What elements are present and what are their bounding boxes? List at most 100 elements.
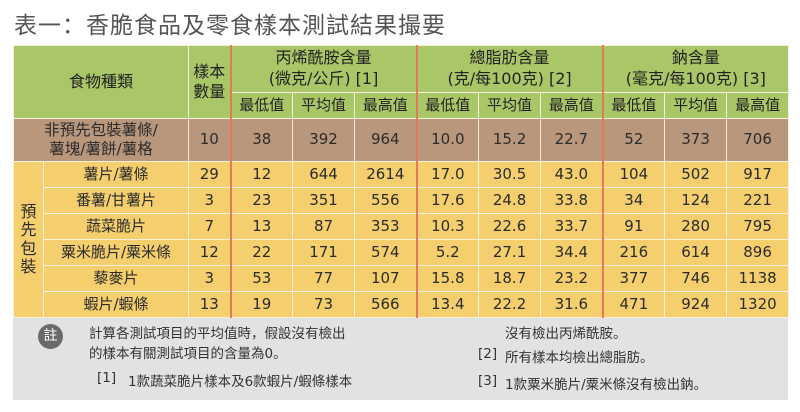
cell: 19 (229, 291, 294, 318)
cell: 353 (354, 213, 418, 240)
row-label: 非預先包裝薯條/薯塊/薯餅/薯格 (12, 118, 190, 162)
prepacked-side-label: 預先包裝 (13, 161, 44, 318)
cell: 18.7 (478, 265, 542, 292)
cell: 556 (354, 187, 418, 214)
cell: 13.4 (415, 291, 480, 318)
note-icon: 註 (38, 324, 63, 349)
cell: 30.5 (478, 161, 542, 188)
cell: 614 (664, 239, 728, 266)
cell: 471 (601, 291, 666, 318)
cell: 221 (726, 187, 790, 214)
header-row-1: 食物種類 樣本 數量 丙烯酰胺含量 (微克/公斤) [1] 總脂肪含量 (克/每100… (12, 45, 790, 119)
cell: 38 (229, 118, 294, 162)
cell: 10.3 (415, 213, 480, 240)
cell: 12 (188, 239, 232, 266)
note-3-text: 1款粟米脆片/粟米條沒有檢出鈉。 (505, 377, 708, 393)
cell: 31.6 (540, 291, 604, 318)
cell: 377 (601, 265, 666, 292)
cell: 27.1 (478, 239, 542, 266)
notes-panel: 註 計算各測試項目的平均值時，假設沒有檢出 的樣本有關測試項目的含量為0。 [1… (13, 318, 788, 400)
cell: 22.7 (540, 118, 604, 162)
cell: 17.0 (415, 161, 480, 188)
cell: 924 (664, 291, 728, 318)
cell: 171 (292, 239, 356, 266)
sub-min: 最低值 (601, 92, 666, 119)
sub-avg: 平均值 (292, 92, 356, 119)
table-row: 藜麥片 3 53 77 107 15.8 18.7 23.2 377 746 1… (14, 265, 790, 292)
note-main-line1: 計算各測試項目的平均值時，假設沒有檢出 (89, 326, 346, 342)
row-label: 蝦片/蝦條 (42, 291, 190, 318)
row-label: 薯片/薯條 (42, 161, 190, 188)
sub-min: 最低值 (415, 92, 480, 119)
cell: 2614 (354, 161, 418, 188)
cell: 33.7 (540, 213, 604, 240)
cell: 392 (292, 118, 356, 162)
cell: 5.2 (415, 239, 480, 266)
cell: 10 (188, 118, 232, 162)
cell: 373 (664, 118, 728, 162)
cell: 22.6 (478, 213, 542, 240)
cell: 3 (188, 187, 232, 214)
note-3-mark: [3] (478, 373, 498, 389)
cell: 23.2 (540, 265, 604, 292)
cell: 1320 (726, 291, 790, 318)
cell: 1138 (726, 265, 790, 292)
cell: 644 (292, 161, 356, 188)
note-main-line2: 的樣本有關測試項目的含量為0。 (89, 346, 287, 362)
results-table: 食物種類 樣本 數量 丙烯酰胺含量 (微克/公斤) [1] 總脂肪含量 (克/每100… (12, 45, 790, 318)
cell: 22 (229, 239, 294, 266)
table-row: 蔬菜脆片 7 13 87 353 10.3 22.6 33.7 91 280 7… (14, 213, 790, 240)
cell: 502 (664, 161, 728, 188)
cell: 351 (292, 187, 356, 214)
table-row: 預先包裝 薯片/薯條 29 12 644 2614 17.0 30.5 43.0… (13, 161, 790, 318)
cell: 13 (229, 213, 294, 240)
cell: 13 (188, 291, 232, 318)
note-1-line2: 沒有檢出丙烯酰胺。 (505, 326, 627, 342)
cell: 107 (354, 265, 418, 292)
group-header-acrylamide: 丙烯酰胺含量 (微克/公斤) [1] (229, 45, 418, 93)
cell: 7 (188, 213, 232, 240)
cell: 91 (601, 213, 666, 240)
cell: 34 (601, 187, 666, 214)
cell: 43.0 (540, 161, 604, 188)
cell: 87 (292, 213, 356, 240)
table-row: 粟米脆片/粟米條 12 22 171 574 5.2 27.1 34.4 216… (14, 239, 790, 266)
group-header-sodium: 鈉含量 (毫克/每100克) [3] (601, 45, 790, 93)
sub-max: 最高值 (354, 92, 418, 119)
col-header-count: 樣本 數量 (188, 45, 232, 119)
cell: 23 (229, 187, 294, 214)
cell: 706 (726, 118, 790, 162)
table-row-non-prepacked: 非預先包裝薯條/薯塊/薯餅/薯格 10 38 392 964 10.0 15.2… (12, 118, 790, 162)
cell: 917 (726, 161, 790, 188)
cell: 52 (601, 118, 666, 162)
header-row-2: 最低值 平均值 最高值 最低值 平均值 最高值 最低值 平均值 最高值 (14, 92, 790, 119)
cell: 24.8 (478, 187, 542, 214)
cell: 566 (354, 291, 418, 318)
cell: 33.8 (540, 187, 604, 214)
sub-max: 最高值 (540, 92, 604, 119)
page-title: 表一：香脆食品及零食樣本測試結果撮要 (14, 13, 446, 39)
row-label: 粟米脆片/粟米條 (42, 239, 190, 266)
cell: 964 (354, 118, 418, 162)
sub-avg: 平均值 (664, 92, 728, 119)
cell: 124 (664, 187, 728, 214)
cell: 77 (292, 265, 356, 292)
cell: 22.2 (478, 291, 542, 318)
cell: 12 (229, 161, 294, 188)
cell: 53 (229, 265, 294, 292)
sub-max: 最高值 (726, 92, 790, 119)
cell: 10.0 (415, 118, 480, 162)
note-2-text: 所有樣本均檢出總脂肪。 (505, 350, 654, 366)
cell: 15.2 (478, 118, 542, 162)
sub-avg: 平均值 (478, 92, 542, 119)
cell: 17.6 (415, 187, 480, 214)
cell: 15.8 (415, 265, 480, 292)
cell: 795 (726, 213, 790, 240)
cell: 29 (188, 161, 232, 188)
cell: 574 (354, 239, 418, 266)
note-1-line1: 1款蔬菜脆片樣本及6款蝦片/蝦條樣本 (128, 374, 353, 390)
row-label: 番薯/甘薯片 (42, 187, 190, 214)
cell: 3 (188, 265, 232, 292)
cell: 216 (601, 239, 666, 266)
group-header-fat: 總脂肪含量 (克/每100克) [2] (415, 45, 604, 93)
